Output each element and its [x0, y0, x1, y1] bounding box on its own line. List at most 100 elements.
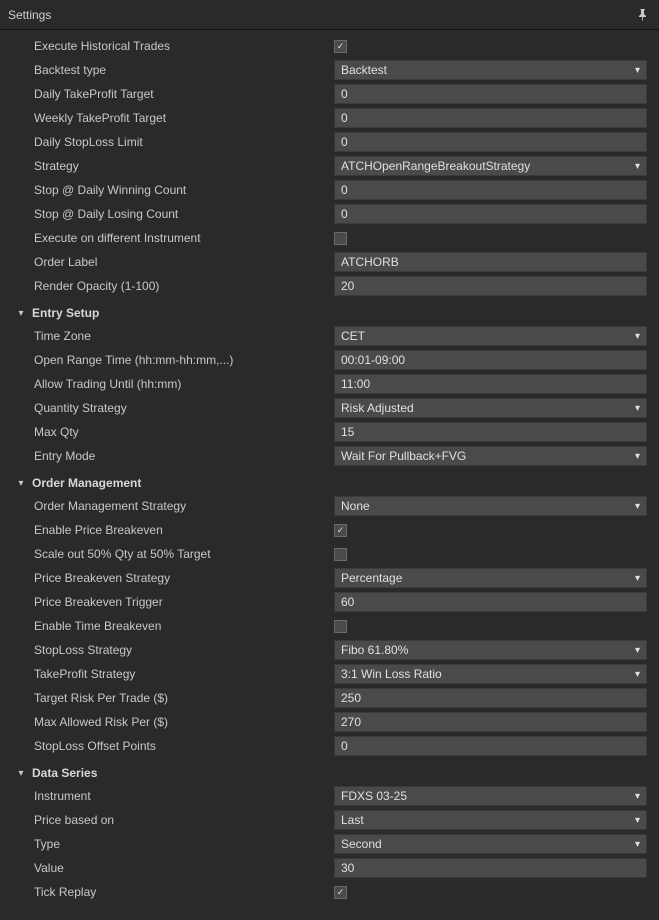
input-target-risk-per-trade[interactable]: [334, 688, 647, 708]
select-type[interactable]: Second▾: [334, 834, 647, 854]
row-quantity-strategy: Quantity Strategy Risk Adjusted▾: [4, 396, 659, 420]
row-stoploss-offset-points: StopLoss Offset Points: [4, 734, 659, 758]
row-allow-trading-until: Allow Trading Until (hh:mm): [4, 372, 659, 396]
label-enable-time-breakeven: Enable Time Breakeven: [34, 619, 334, 633]
label-backtest-type: Backtest type: [34, 63, 334, 77]
label-instrument: Instrument: [34, 789, 334, 803]
input-daily-sl-limit[interactable]: [334, 132, 647, 152]
label-time-zone: Time Zone: [34, 329, 334, 343]
checkbox-tick-replay[interactable]: [334, 886, 347, 899]
input-daily-tp-target[interactable]: [334, 84, 647, 104]
row-daily-tp-target: Daily TakeProfit Target: [4, 82, 659, 106]
input-max-qty[interactable]: [334, 422, 647, 442]
label-price-based-on: Price based on: [34, 813, 334, 827]
checkbox-enable-time-breakeven[interactable]: [334, 620, 347, 633]
label-execute-diff-instrument: Execute on different Instrument: [34, 231, 334, 245]
row-enable-time-breakeven: Enable Time Breakeven: [4, 614, 659, 638]
chevron-down-icon: ▾: [631, 65, 640, 76]
row-execute-diff-instrument: Execute on different Instrument: [4, 226, 659, 250]
title-bar: Settings: [0, 0, 659, 30]
select-strategy[interactable]: ATCHOpenRangeBreakoutStrategy▾: [334, 156, 647, 176]
chevron-down-icon: ▾: [14, 308, 28, 319]
input-price-breakeven-trigger[interactable]: [334, 592, 647, 612]
label-scale-out-50: Scale out 50% Qty at 50% Target: [34, 547, 334, 561]
label-stoploss-strategy: StopLoss Strategy: [34, 643, 334, 657]
input-max-allowed-risk[interactable]: [334, 712, 647, 732]
label-tick-replay: Tick Replay: [34, 885, 334, 899]
chevron-down-icon: ▾: [14, 478, 28, 489]
input-stop-daily-losing[interactable]: [334, 204, 647, 224]
row-target-risk-per-trade: Target Risk Per Trade ($): [4, 686, 659, 710]
chevron-down-icon: ▾: [631, 573, 640, 584]
input-allow-trading-until[interactable]: [334, 374, 647, 394]
chevron-down-icon: ▾: [631, 161, 640, 172]
select-time-zone[interactable]: CET▾: [334, 326, 647, 346]
label-type: Type: [34, 837, 334, 851]
select-om-strategy[interactable]: None▾: [334, 496, 647, 516]
select-stoploss-strategy[interactable]: Fibo 61.80%▾: [334, 640, 647, 660]
select-price-breakeven-strategy[interactable]: Percentage▾: [334, 568, 647, 588]
row-weekly-tp-target: Weekly TakeProfit Target: [4, 106, 659, 130]
row-execute-historical-trades: Execute Historical Trades: [4, 34, 659, 58]
row-instrument: Instrument FDXS 03-25▾: [4, 784, 659, 808]
label-execute-historical-trades: Execute Historical Trades: [34, 39, 334, 53]
label-max-qty: Max Qty: [34, 425, 334, 439]
label-strategy: Strategy: [34, 159, 334, 173]
window-title: Settings: [8, 8, 635, 22]
row-enable-price-breakeven: Enable Price Breakeven: [4, 518, 659, 542]
label-takeprofit-strategy: TakeProfit Strategy: [34, 667, 334, 681]
section-title-order-mgmt: Order Management: [28, 476, 141, 490]
input-stoploss-offset-points[interactable]: [334, 736, 647, 756]
section-header-order-mgmt[interactable]: ▾ Order Management: [4, 472, 659, 494]
checkbox-enable-price-breakeven[interactable]: [334, 524, 347, 537]
section-header-entry-setup[interactable]: ▾ Entry Setup: [4, 302, 659, 324]
section-title-data-series: Data Series: [28, 766, 97, 780]
label-max-allowed-risk: Max Allowed Risk Per ($): [34, 715, 334, 729]
row-stoploss-strategy: StopLoss Strategy Fibo 61.80%▾: [4, 638, 659, 662]
select-instrument[interactable]: FDXS 03-25▾: [334, 786, 647, 806]
select-quantity-strategy[interactable]: Risk Adjusted▾: [334, 398, 647, 418]
chevron-down-icon: ▾: [631, 669, 640, 680]
row-stop-daily-losing: Stop @ Daily Losing Count: [4, 202, 659, 226]
chevron-down-icon: ▾: [631, 331, 640, 342]
input-stop-daily-winning[interactable]: [334, 180, 647, 200]
select-entry-mode[interactable]: Wait For Pullback+FVG▾: [334, 446, 647, 466]
input-order-label[interactable]: [334, 252, 647, 272]
label-daily-sl-limit: Daily StopLoss Limit: [34, 135, 334, 149]
label-price-breakeven-strategy: Price Breakeven Strategy: [34, 571, 334, 585]
label-open-range-time: Open Range Time (hh:mm-hh:mm,...): [34, 353, 334, 367]
section-header-data-series[interactable]: ▾ Data Series: [4, 762, 659, 784]
row-backtest-type: Backtest type Backtest▾: [4, 58, 659, 82]
chevron-down-icon: ▾: [631, 501, 640, 512]
row-render-opacity: Render Opacity (1-100): [4, 274, 659, 298]
row-price-breakeven-trigger: Price Breakeven Trigger: [4, 590, 659, 614]
row-scale-out-50: Scale out 50% Qty at 50% Target: [4, 542, 659, 566]
chevron-down-icon: ▾: [14, 768, 28, 779]
input-weekly-tp-target[interactable]: [334, 108, 647, 128]
select-backtest-type[interactable]: Backtest▾: [334, 60, 647, 80]
row-stop-daily-winning: Stop @ Daily Winning Count: [4, 178, 659, 202]
row-open-range-time: Open Range Time (hh:mm-hh:mm,...): [4, 348, 659, 372]
input-value[interactable]: [334, 858, 647, 878]
input-open-range-time[interactable]: [334, 350, 647, 370]
checkbox-scale-out-50[interactable]: [334, 548, 347, 561]
settings-panel: Execute Historical Trades Backtest type …: [0, 30, 659, 920]
pin-icon[interactable]: [635, 7, 651, 23]
label-enable-price-breakeven: Enable Price Breakeven: [34, 523, 334, 537]
select-takeprofit-strategy[interactable]: 3:1 Win Loss Ratio▾: [334, 664, 647, 684]
row-max-qty: Max Qty: [4, 420, 659, 444]
row-order-label: Order Label: [4, 250, 659, 274]
label-order-label: Order Label: [34, 255, 334, 269]
checkbox-execute-diff-instrument[interactable]: [334, 232, 347, 245]
label-stoploss-offset-points: StopLoss Offset Points: [34, 739, 334, 753]
label-value: Value: [34, 861, 334, 875]
select-price-based-on[interactable]: Last▾: [334, 810, 647, 830]
checkbox-execute-historical-trades[interactable]: [334, 40, 347, 53]
label-weekly-tp-target: Weekly TakeProfit Target: [34, 111, 334, 125]
row-daily-sl-limit: Daily StopLoss Limit: [4, 130, 659, 154]
input-render-opacity[interactable]: [334, 276, 647, 296]
label-stop-daily-winning: Stop @ Daily Winning Count: [34, 183, 334, 197]
label-allow-trading-until: Allow Trading Until (hh:mm): [34, 377, 334, 391]
section-title-entry-setup: Entry Setup: [28, 306, 99, 320]
chevron-down-icon: ▾: [631, 403, 640, 414]
